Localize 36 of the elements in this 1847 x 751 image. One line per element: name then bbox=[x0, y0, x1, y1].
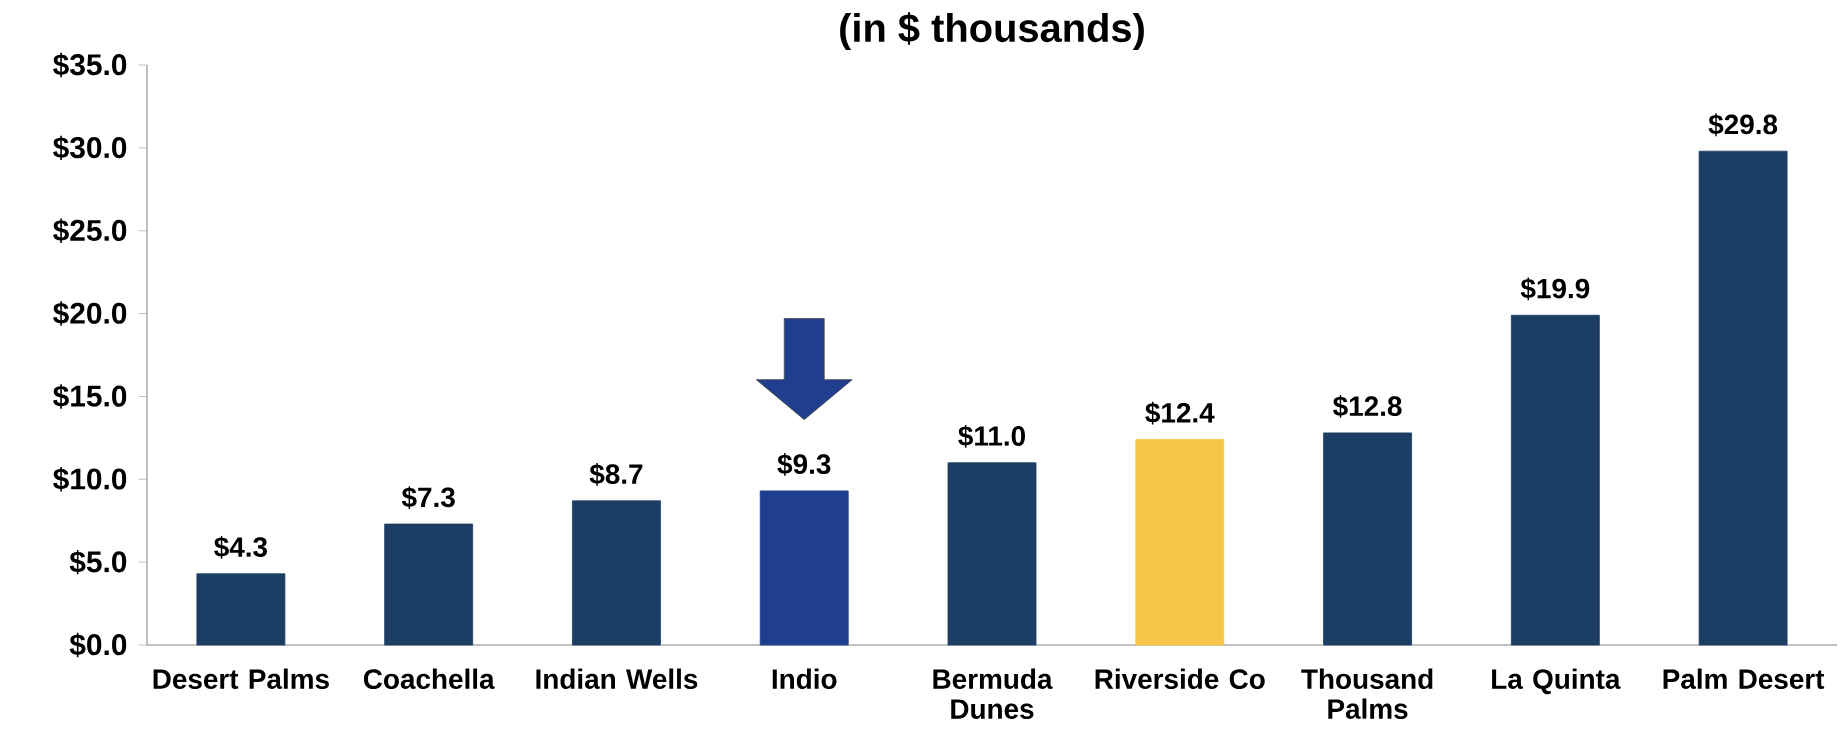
y-tick-label: $0.0 bbox=[69, 632, 127, 658]
bar bbox=[1510, 314, 1600, 646]
y-tick-label: $10.0 bbox=[53, 467, 127, 492]
bar bbox=[1135, 439, 1225, 646]
bar bbox=[759, 490, 849, 646]
y-tick-label: $30.0 bbox=[53, 135, 127, 161]
bar bbox=[1323, 432, 1412, 646]
y-tick-label: $25.0 bbox=[53, 218, 127, 243]
data-label: $12.8 bbox=[1333, 395, 1402, 418]
bar bbox=[572, 500, 661, 646]
bar bbox=[947, 462, 1037, 646]
y-tick-label: $15.0 bbox=[53, 384, 127, 409]
x-tick-label: Indio bbox=[772, 668, 837, 690]
x-tick-label: Bermuda Dunes bbox=[933, 668, 1053, 719]
data-label: $19.9 bbox=[1520, 277, 1590, 301]
data-label: $8.7 bbox=[589, 463, 643, 486]
bar bbox=[1698, 150, 1788, 646]
data-label: $7.3 bbox=[401, 486, 455, 509]
x-tick-label: Coachella bbox=[363, 668, 495, 690]
data-label: $29.8 bbox=[1708, 113, 1778, 137]
data-label: $11.0 bbox=[958, 424, 1025, 448]
data-label: $9.3 bbox=[777, 453, 831, 476]
x-tick-label: Thousand Palms bbox=[1301, 668, 1433, 719]
x-tick-label: Riverside Co bbox=[1095, 668, 1265, 690]
chart-title: (in $ thousands) bbox=[840, 12, 1144, 51]
y-tick-label: $35.0 bbox=[53, 52, 127, 78]
x-tick-label: La Quinta bbox=[1492, 668, 1621, 695]
x-tick-label: Palm Desert bbox=[1663, 668, 1825, 690]
bar bbox=[384, 523, 474, 646]
x-tick-label: Indian Wells bbox=[536, 668, 698, 690]
y-tick-label: $5.0 bbox=[69, 549, 127, 575]
data-label: $12.4 bbox=[1145, 401, 1215, 425]
y-tick-label: $20.0 bbox=[53, 301, 127, 326]
bar bbox=[196, 573, 286, 646]
x-tick-label: Desert Palms bbox=[153, 668, 329, 690]
data-label: $4.3 bbox=[214, 535, 268, 559]
